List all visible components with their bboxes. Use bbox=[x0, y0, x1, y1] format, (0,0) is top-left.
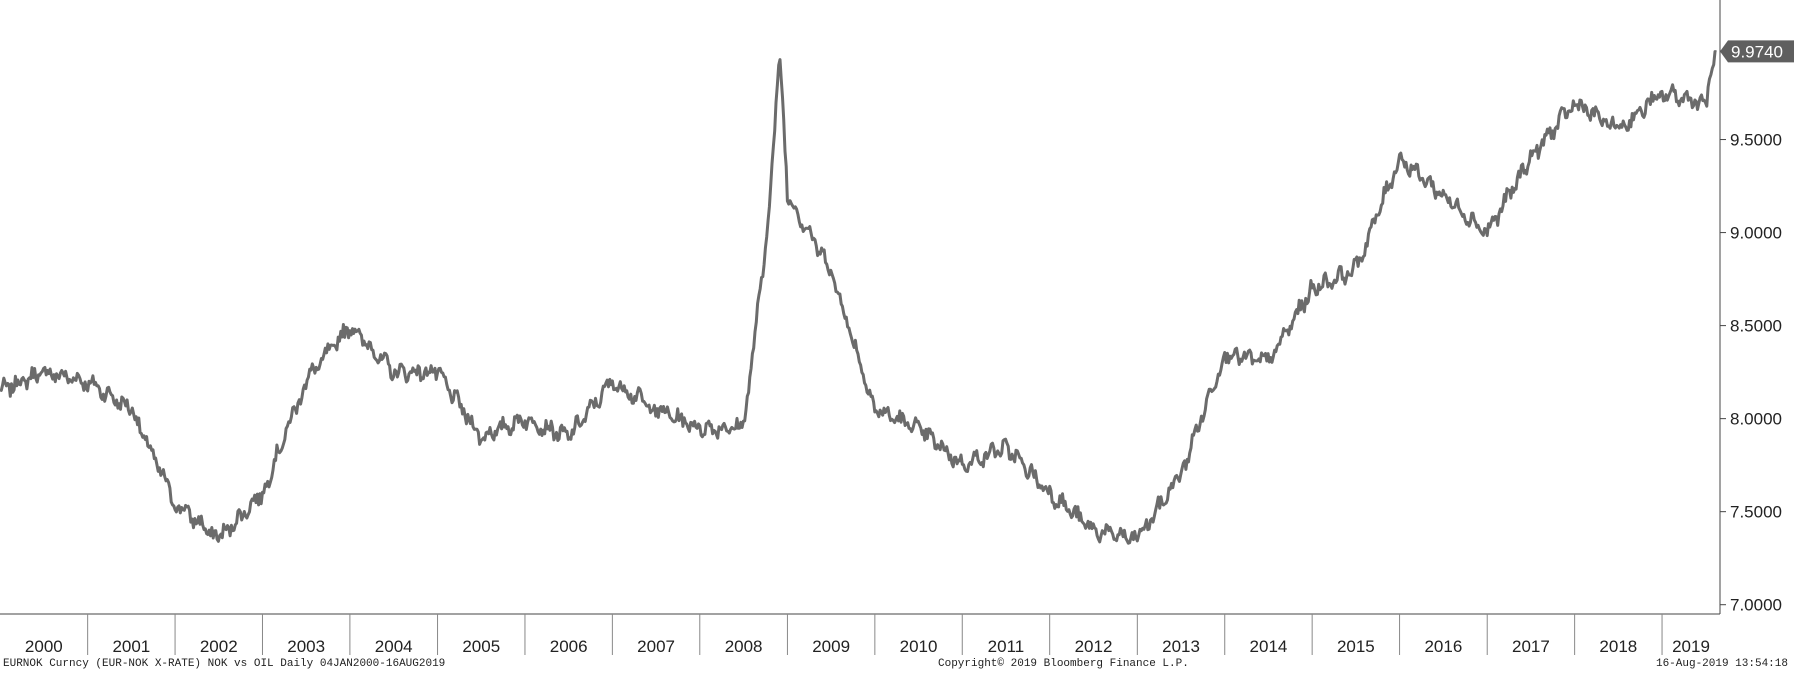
footer-security-description: EURNOK Curncy (EUR-NOK X-RATE) NOK vs OI… bbox=[3, 658, 446, 670]
x-tick-label: 2005 bbox=[462, 637, 500, 655]
chart-footer: EURNOK Curncy (EUR-NOK X-RATE) NOK vs OI… bbox=[0, 655, 1796, 673]
last-value-tag: 9.9740 bbox=[1720, 40, 1794, 63]
y-tick-label: 7.0000 bbox=[1730, 596, 1782, 615]
x-tick-label: 2006 bbox=[550, 637, 588, 655]
x-tick-label: 2017 bbox=[1512, 637, 1550, 655]
x-tick-label: 2012 bbox=[1075, 637, 1113, 655]
x-tick-label: 2008 bbox=[725, 637, 763, 655]
x-tick-label: 2018 bbox=[1599, 637, 1637, 655]
x-tick-label: 2014 bbox=[1250, 637, 1288, 655]
x-axis: 2000 2001 2002 2003 2004 2005 2006 2007 2008 2009… bbox=[0, 613, 1720, 655]
x-tick-label: 2004 bbox=[375, 637, 413, 655]
x-tick-label: 2013 bbox=[1162, 637, 1200, 655]
x-tick-label: 2002 bbox=[200, 637, 238, 655]
x-tick-label: 2003 bbox=[287, 637, 325, 655]
x-tick-label: 2015 bbox=[1337, 637, 1375, 655]
y-tick-label: 9.0000 bbox=[1730, 224, 1782, 243]
x-tick-label: 2000 bbox=[25, 637, 63, 655]
y-tick-label: 7.5000 bbox=[1730, 503, 1782, 522]
y-axis: 7.0000 7.5000 8.0000 8.5000 9.0000 9.5000 bbox=[1719, 0, 1782, 615]
x-tick-label: 2009 bbox=[812, 637, 850, 655]
y-tick-label: 9.5000 bbox=[1730, 131, 1782, 150]
x-tick-label: 2019 bbox=[1672, 637, 1710, 655]
x-tick-label: 2016 bbox=[1424, 637, 1462, 655]
y-tick-label: 8.0000 bbox=[1730, 410, 1782, 429]
y-tick-label: 8.5000 bbox=[1730, 317, 1782, 336]
last-value-tag-background bbox=[1720, 40, 1794, 63]
x-tick-label: 2011 bbox=[988, 637, 1025, 655]
x-tick-label: 2007 bbox=[637, 637, 675, 655]
plot-area bbox=[0, 50, 1717, 545]
eurnok-line-chart: 2000 2001 2002 2003 2004 2005 2006 2007 2008 2009… bbox=[0, 0, 1794, 655]
eurnok-series-line bbox=[0, 50, 1717, 545]
footer-timestamp: 16-Aug-2019 13:54:18 bbox=[1655, 658, 1788, 670]
x-tick-label: 2010 bbox=[900, 637, 938, 655]
x-tick-label: 2001 bbox=[112, 637, 150, 655]
last-value-label: 9.9740 bbox=[1731, 42, 1783, 61]
footer-copyright: Copyright© 2019 Bloomberg Finance L.P. bbox=[938, 658, 1189, 670]
